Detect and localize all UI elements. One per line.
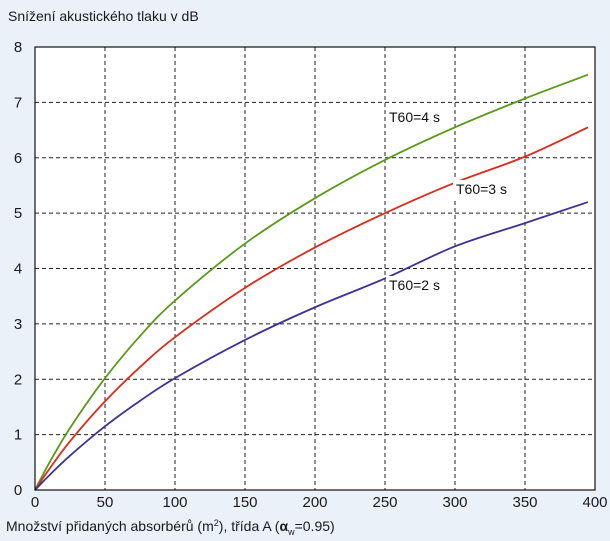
x-tick-label: 50 [97, 494, 114, 511]
y-axis-title: Snížení akustického tlaku v dB [8, 8, 199, 24]
y-tick-label: 7 [14, 94, 22, 111]
y-tick-label: 1 [14, 427, 22, 444]
x-tick-label: 350 [512, 494, 537, 511]
series-label-1: T60=4 s [389, 109, 440, 125]
x-axis-title-part-3: =0.95) [295, 518, 335, 534]
series-line-2 [34, 126, 589, 491]
x-axis-title: Množství přidaných absorbérů (m2), třída… [6, 518, 335, 537]
x-tick-label: 400 [582, 494, 607, 511]
x-axis-title-alpha: α [279, 518, 288, 534]
x-axis-title-superscript: 2 [214, 518, 219, 528]
y-tick-label: 4 [14, 261, 22, 278]
series-label-2: T60=3 s [456, 181, 507, 197]
x-tick-label: 150 [232, 494, 257, 511]
y-tick-label: 6 [14, 150, 22, 167]
x-tick-label: 250 [372, 494, 397, 511]
y-tick-label: 5 [14, 205, 22, 222]
tick-labels: 0 50 100 150 200 250 300 350 400 0 1 2 3 4 5 6 7 8 [14, 39, 608, 511]
y-tick-label: 3 [14, 316, 22, 333]
x-axis-title-subscript: w [287, 527, 295, 537]
x-axis-title-part-1: Množství přidaných absorbérů (m [6, 518, 214, 534]
x-tick-label: 0 [31, 494, 39, 511]
plot-border [34, 46, 596, 491]
series-label-background [386, 276, 450, 295]
y-tick-label: 2 [14, 371, 22, 388]
y-tick-label: 8 [14, 39, 22, 56]
series-line-3 [34, 201, 589, 491]
series-layer [34, 73, 589, 491]
series-labels: T60=4 s T60=3 s T60=2 s [386, 108, 517, 295]
y-tick-label: 0 [14, 482, 22, 499]
x-tick-label: 200 [302, 494, 327, 511]
x-tick-label: 100 [162, 494, 187, 511]
series-label-background [386, 108, 450, 127]
grid [35, 47, 595, 490]
x-axis-title-part-2: ), třída A ( [219, 518, 280, 534]
x-tick-label: 300 [442, 494, 467, 511]
series-line-1 [34, 73, 589, 491]
series-label-3: T60=2 s [389, 277, 440, 293]
series-label-background [453, 180, 517, 199]
